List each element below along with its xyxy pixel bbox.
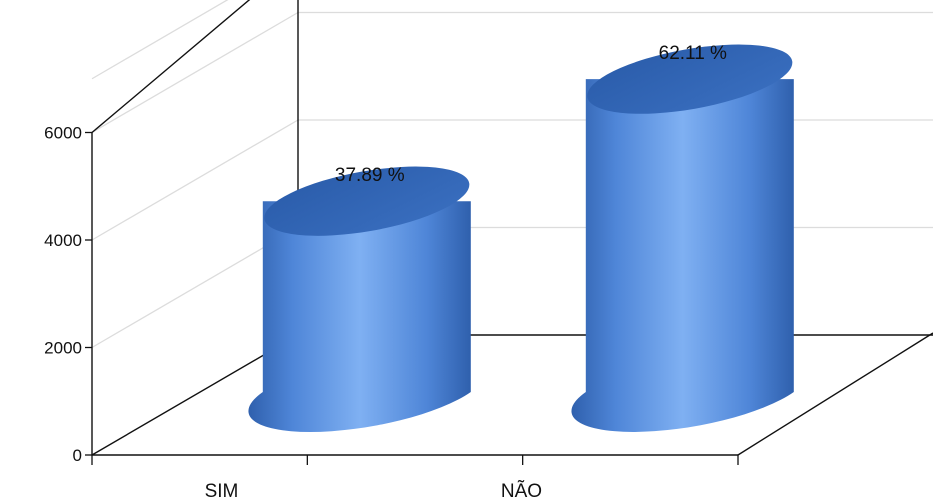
bar-top <box>587 44 793 114</box>
side-gridline <box>91 11 299 134</box>
floor-right-edge <box>737 332 933 456</box>
bar-body <box>571 79 794 432</box>
y-tick-label: 4000 <box>44 231 82 250</box>
bar-top <box>264 166 470 236</box>
side-gridline <box>91 0 229 80</box>
bar-body <box>248 201 471 432</box>
y-tick-label: 6000 <box>44 124 82 143</box>
x-tick-label: NÃO <box>501 480 542 500</box>
y-tick-label: 2000 <box>44 339 82 358</box>
data-label: 37.89 % <box>335 165 405 186</box>
y-axis: 0 2000 4000 6000 <box>44 124 92 465</box>
data-label: 62.11 % <box>659 43 727 64</box>
grid <box>91 0 933 349</box>
x-tick-label: SIM <box>205 481 239 500</box>
y-tick-label: 0 <box>73 446 82 465</box>
data-labels: 37.89 % 62.11 % <box>335 43 727 186</box>
bars <box>248 44 794 432</box>
bar-0 <box>248 166 471 432</box>
bar-1 <box>571 44 794 432</box>
x-axis: SIM NÃO <box>91 455 739 500</box>
side-gridline <box>91 119 299 241</box>
side-top-edge <box>91 0 251 134</box>
